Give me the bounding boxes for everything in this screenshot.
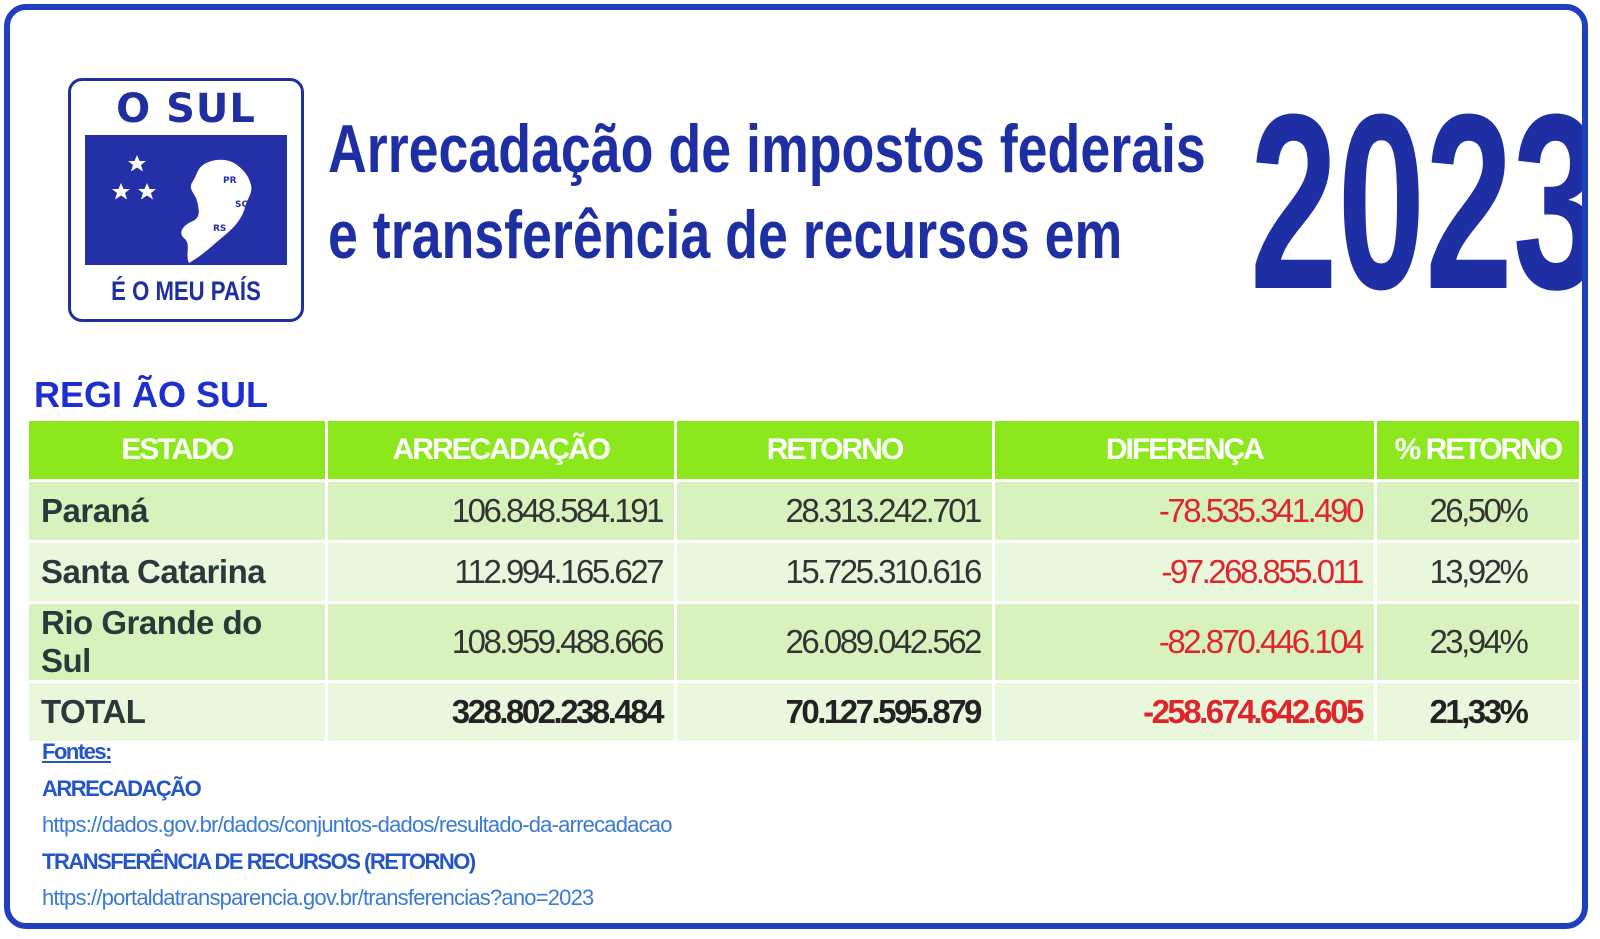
- logo-top-text: O SUL: [116, 86, 256, 132]
- title-year: 2023: [1250, 62, 1588, 341]
- state-cell: Rio Grande do Sul: [29, 604, 325, 680]
- state-cell: Paraná: [29, 482, 325, 540]
- retorno-cell: 26.089.042.562: [677, 604, 992, 680]
- total-diferenca-cell: -258.674.642.605: [994, 683, 1374, 741]
- logo-state-label: RS: [213, 224, 226, 234]
- total-label-cell: TOTAL: [29, 683, 325, 741]
- logo-state-label: PR: [223, 176, 237, 186]
- title-line-2: e transferência de recursos em: [328, 197, 1123, 273]
- logo-emblem: PR SC RS: [85, 135, 287, 265]
- arrecadacao-source-link[interactable]: https://dados.gov.br/dados/conjuntos-dad…: [42, 812, 672, 837]
- retorno-cell: 28.313.242.701: [677, 482, 992, 540]
- southern-region-map-icon: PR SC RS: [112, 155, 252, 263]
- diferenca-cell: -97.268.855.011: [994, 543, 1374, 601]
- region-heading: REGI ÃO SUL: [34, 374, 269, 415]
- table-row: Santa Catarina 112.994.165.627 15.725.31…: [29, 543, 1579, 601]
- percent-retorno-cell: 13,92%: [1376, 543, 1579, 601]
- total-row: TOTAL 328.802.238.484 70.127.595.879 -25…: [29, 683, 1579, 741]
- star-icon: [128, 155, 146, 172]
- title-line-1: Arrecadação de impostos federais: [328, 111, 1206, 187]
- page-title: Arrecadação de impostos federais e trans…: [328, 106, 1206, 278]
- column-header: ARRECADAÇÃO: [327, 421, 674, 479]
- state-map-shape: [181, 159, 252, 263]
- sources-heading: Fontes:: [42, 739, 112, 764]
- arrecadacao-cell: 106.848.584.191: [327, 482, 674, 540]
- arrecadacao-cell: 108.959.488.666: [327, 604, 674, 680]
- diferenca-cell: -78.535.341.490: [994, 482, 1374, 540]
- table-row: Rio Grande do Sul 108.959.488.666 26.089…: [29, 604, 1579, 680]
- total-percent-cell: 21,33%: [1376, 683, 1579, 741]
- retorno-cell: 15.725.310.616: [677, 543, 992, 601]
- o-sul-logo: O SUL PR SC RS É O MEU PAÍS: [68, 78, 304, 322]
- transferencia-source-link[interactable]: https://portaldatransparencia.gov.br/tra…: [42, 885, 594, 910]
- column-header: RETORNO: [677, 421, 992, 479]
- column-header: % RETORNO: [1376, 421, 1579, 479]
- arrecadacao-source-label: ARRECADAÇÃO: [42, 775, 202, 801]
- star-icon: [112, 183, 130, 200]
- logo-state-label: SC: [235, 200, 248, 210]
- star-icon: [138, 183, 156, 200]
- logo-bottom-text: É O MEU PAÍS: [111, 276, 261, 306]
- diferenca-cell: -82.870.446.104: [994, 604, 1374, 680]
- table-header-row: ESTADO ARRECADAÇÃO RETORNO DIFERENÇA % R…: [29, 421, 1579, 479]
- transferencia-source-label: TRANSFERÊNCIA DE RECURSOS (RETORNO): [42, 848, 476, 874]
- percent-retorno-cell: 26,50%: [1376, 482, 1579, 540]
- table-row: Paraná 106.848.584.191 28.313.242.701 -7…: [29, 482, 1579, 540]
- column-header: DIFERENÇA: [994, 421, 1374, 479]
- column-header: ESTADO: [29, 421, 325, 479]
- state-cell: Santa Catarina: [29, 543, 325, 601]
- revenue-table: ESTADO ARRECADAÇÃO RETORNO DIFERENÇA % R…: [26, 418, 1582, 744]
- sources-block: Fontes: ARRECADAÇÃO https://dados.gov.br…: [42, 734, 672, 917]
- total-arrecadacao-cell: 328.802.238.484: [327, 683, 674, 741]
- total-retorno-cell: 70.127.595.879: [677, 683, 992, 741]
- percent-retorno-cell: 23,94%: [1376, 604, 1579, 680]
- arrecadacao-cell: 112.994.165.627: [327, 543, 674, 601]
- card-frame: O SUL PR SC RS É O MEU PAÍS Arrecadação …: [4, 4, 1588, 929]
